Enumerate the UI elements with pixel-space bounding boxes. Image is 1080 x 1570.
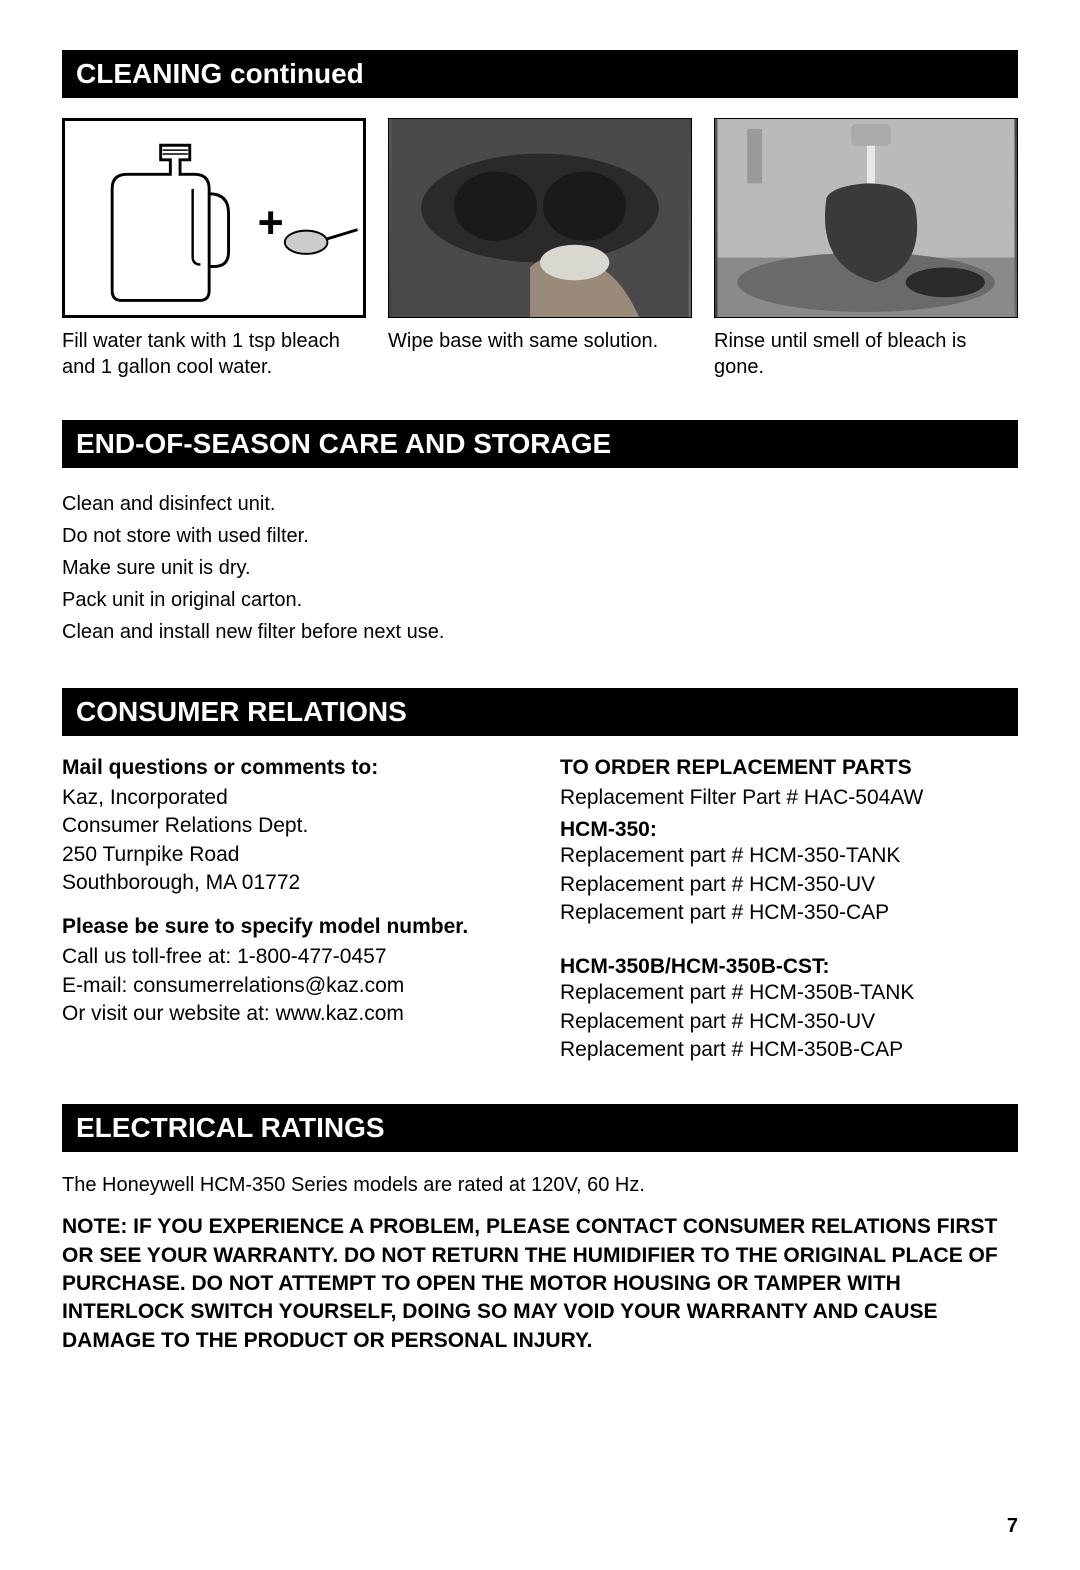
model1-heading: HCM-350: [560, 818, 1018, 842]
section-header-electrical: ELECTRICAL RATINGS [62, 1104, 1018, 1152]
electrical-rating-line: The Honeywell HCM-350 Series models are … [62, 1172, 1018, 1199]
cleaning-caption-3: Rinse until smell of bleach is gone. [714, 328, 1018, 380]
order-parts-heading: TO ORDER REPLACEMENT PARTS [560, 756, 1018, 780]
storage-line: Clean and install new filter before next… [62, 616, 1018, 648]
model1-parts: Replacement part # HCM-350-TANK Replacem… [560, 842, 1018, 927]
svg-text:+: + [258, 198, 284, 247]
page-number: 7 [1007, 1515, 1018, 1538]
filter-part-line: Replacement Filter Part # HAC-504AW [560, 784, 1018, 812]
electrical-note: NOTE: IF YOU EXPERIENCE A PROBLEM, PLEAS… [62, 1213, 1018, 1355]
model2-heading: HCM-350B/HCM-350B-CST: [560, 955, 1018, 979]
wipe-base-photo [388, 118, 692, 318]
section-header-cleaning: CLEANING continued [62, 50, 1018, 98]
cleaning-step-2: Wipe base with same solution. [388, 118, 692, 380]
cleaning-steps-row: + Fill water tank with 1 tsp bleach and … [62, 118, 1018, 380]
model2-parts: Replacement part # HCM-350B-TANK Replace… [560, 979, 1018, 1064]
consumer-right-column: TO ORDER REPLACEMENT PARTS Replacement F… [560, 756, 1018, 1064]
mail-heading: Mail questions or comments to: [62, 756, 520, 780]
jug-spoon-illustration: + [62, 118, 366, 318]
cleaning-caption-1: Fill water tank with 1 tsp bleach and 1 … [62, 328, 366, 380]
mail-address: Kaz, Incorporated Consumer Relations Dep… [62, 784, 520, 897]
storage-instructions: Clean and disinfect unit. Do not store w… [62, 488, 1018, 648]
storage-line: Make sure unit is dry. [62, 552, 1018, 584]
storage-line: Do not store with used filter. [62, 520, 1018, 552]
cleaning-step-3: Rinse until smell of bleach is gone. [714, 118, 1018, 380]
storage-line: Clean and disinfect unit. [62, 488, 1018, 520]
storage-line: Pack unit in original carton. [62, 584, 1018, 616]
contact-info: Call us toll-free at: 1-800-477-0457 E-m… [62, 943, 520, 1028]
specify-heading: Please be sure to specify model number. [62, 915, 520, 939]
consumer-left-column: Mail questions or comments to: Kaz, Inco… [62, 756, 520, 1064]
rinse-photo [714, 118, 1018, 318]
cleaning-step-1: + Fill water tank with 1 tsp bleach and … [62, 118, 366, 380]
section-header-consumer: CONSUMER RELATIONS [62, 688, 1018, 736]
section-header-storage: END-OF-SEASON CARE AND STORAGE [62, 420, 1018, 468]
consumer-columns: Mail questions or comments to: Kaz, Inco… [62, 756, 1018, 1064]
cleaning-caption-2: Wipe base with same solution. [388, 328, 692, 354]
